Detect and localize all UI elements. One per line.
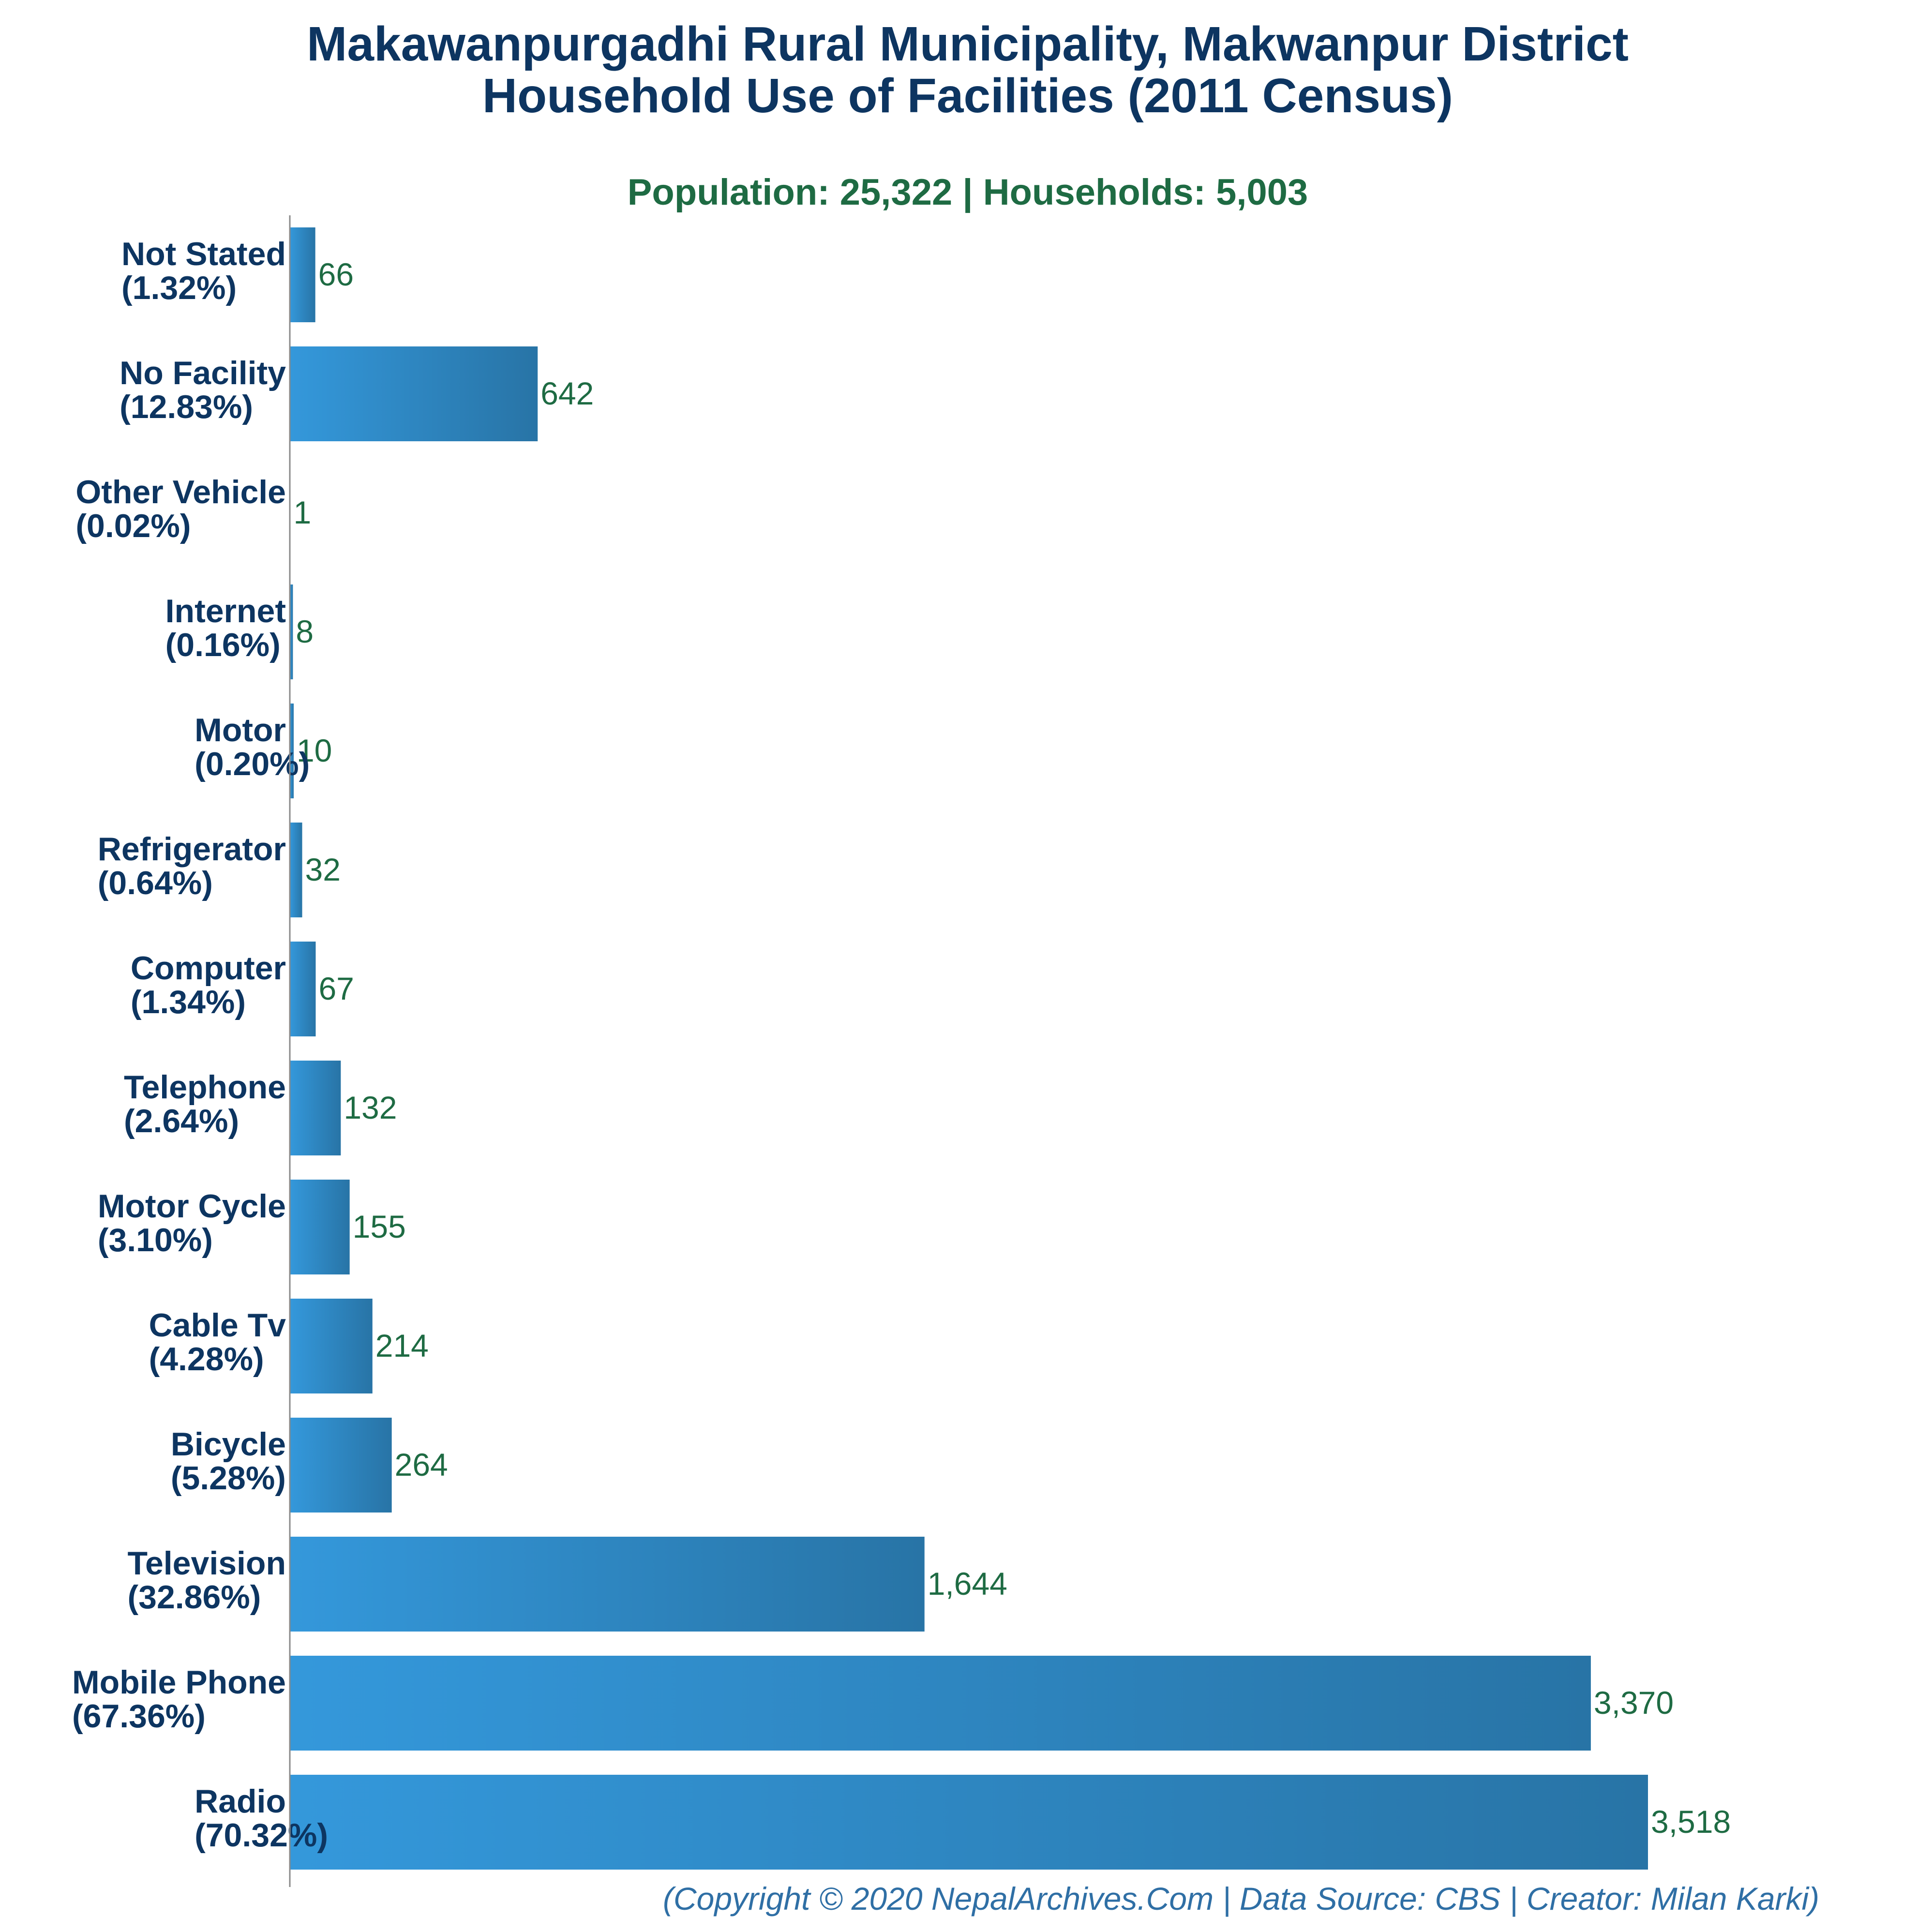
bar-computer [290,942,316,1036]
bar-mobile-phone [290,1656,1591,1751]
bars-group: 66 Not Stated(1.32%) 642 No Facility(12.83%… [72,227,1731,1870]
value-label: 214 [375,1328,429,1363]
bar-not-stated [290,227,315,322]
value-label: 1 [294,494,312,530]
category-percent-label: (4.28%) [149,1341,264,1378]
category-percent-label: (12.83%) [120,389,253,425]
value-label: 32 [305,852,341,887]
category-label: Mobile Phone [72,1664,286,1701]
category-percent-label: (0.02%) [75,508,191,544]
category-label: Other Vehicle [75,474,286,510]
category-percent-label: (70.32%) [195,1817,328,1854]
value-label: 3,370 [1594,1685,1674,1721]
category-label: Bicycle [171,1426,286,1463]
category-label: Motor Cycle [98,1188,286,1225]
value-label: 155 [353,1209,406,1244]
category-percent-label: (2.64%) [124,1103,239,1139]
category-percent-label: (0.16%) [165,627,281,663]
category-label: Not Stated [121,236,286,272]
chart-title-line-1: Makawanpurgadhi Rural Municipality, Makw… [307,17,1629,71]
bar-bicycle [290,1418,392,1513]
category-label: Cable Tv [149,1307,286,1344]
bar-refrigerator [290,823,302,917]
value-label: 132 [344,1090,397,1125]
category-label: Computer [131,950,286,987]
category-percent-label: (0.64%) [98,865,213,901]
value-label: 66 [318,256,354,292]
category-label: Refrigerator [98,831,286,868]
value-label: 642 [540,375,594,411]
bar-radio [290,1775,1648,1870]
value-label: 264 [395,1447,448,1483]
bar-motor [290,704,294,798]
category-percent-label: (1.32%) [121,270,237,306]
bar-telephone [290,1061,341,1155]
category-label: No Facility [120,355,286,391]
category-label: Television [127,1545,286,1582]
category-label: Motor [195,712,286,749]
bar-no-facility [290,346,538,441]
category-label: Telephone [124,1069,286,1106]
value-label: 3,518 [1651,1804,1731,1840]
value-label: 67 [318,971,354,1006]
value-label: 10 [297,733,332,768]
value-label: 8 [296,614,314,649]
category-label: Internet [165,593,286,629]
bar-television [290,1537,925,1632]
bar-internet [290,584,293,679]
category-percent-label: (1.34%) [131,984,246,1020]
category-percent-label: (32.86%) [127,1579,261,1616]
copyright-footer: (Copyright © 2020 NepalArchives.Com | Da… [663,1881,1819,1917]
bar-cable-tv [290,1299,373,1393]
bar-motor-cycle [290,1180,350,1274]
value-label: 1,644 [928,1566,1007,1602]
chart-title-line-2: Household Use of Facilities (2011 Census… [482,69,1453,123]
chart-subtitle: Population: 25,322 | Households: 5,003 [628,172,1308,213]
category-percent-label: (3.10%) [98,1222,213,1258]
category-label: Radio [195,1783,286,1820]
category-percent-label: (0.20%) [195,746,310,782]
category-percent-label: (67.36%) [72,1698,206,1735]
category-percent-label: (5.28%) [171,1460,286,1497]
